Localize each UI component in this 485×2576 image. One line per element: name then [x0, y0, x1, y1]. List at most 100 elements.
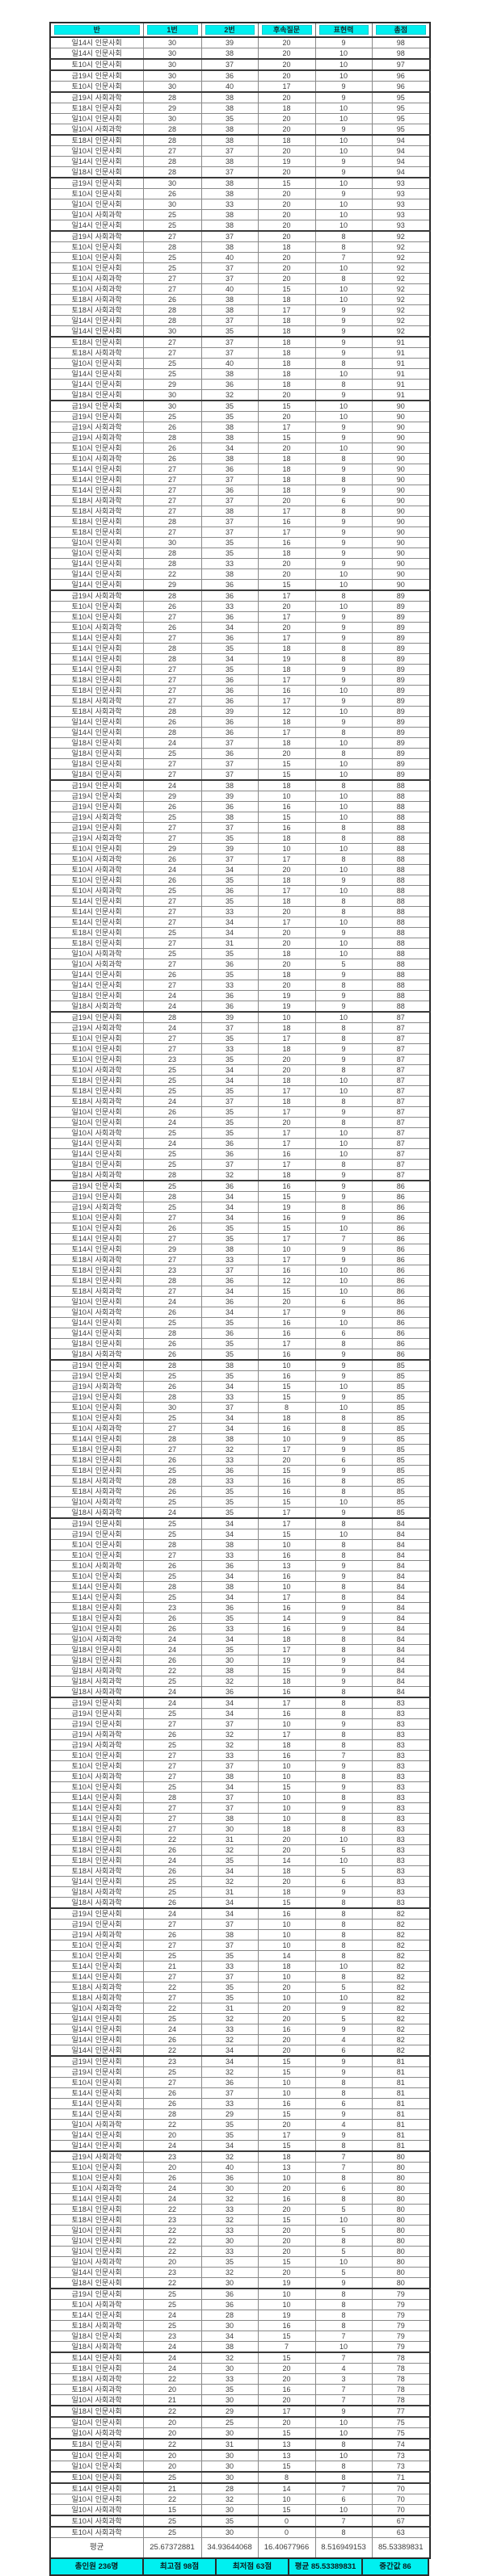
total-cell[interactable]: 92 [371, 294, 431, 305]
followup-cell[interactable]: 0 [257, 2526, 316, 2538]
expression-cell[interactable]: 10 [314, 1011, 373, 1023]
score1-cell[interactable]: 26 [142, 1349, 202, 1361]
score1-cell[interactable]: 30 [142, 389, 202, 401]
score2-cell[interactable]: 38 [200, 124, 259, 136]
expression-cell[interactable]: 9 [314, 2277, 373, 2289]
total-cell[interactable]: 87 [371, 1075, 431, 1086]
expression-cell[interactable]: 10 [314, 1075, 373, 1086]
score1-cell[interactable]: 28 [142, 241, 202, 253]
followup-cell[interactable]: 17 [257, 727, 316, 738]
score2-cell[interactable]: 33 [200, 2246, 259, 2257]
followup-cell[interactable]: 20 [257, 36, 316, 48]
followup-cell[interactable]: 16 [257, 516, 316, 527]
class-cell[interactable]: 일10시 사회과학 [49, 1127, 144, 1139]
total-cell[interactable]: 81 [371, 2129, 431, 2141]
score2-cell[interactable]: 36 [200, 990, 259, 1001]
expression-cell[interactable]: 8 [314, 1950, 373, 1961]
class-cell[interactable]: 토14시 인문사회 [49, 2087, 144, 2099]
score1-cell[interactable]: 26 [142, 875, 202, 886]
followup-cell[interactable]: 16 [257, 1148, 316, 1160]
score1-cell[interactable]: 27 [142, 506, 202, 517]
class-cell[interactable]: 토10시 인문사회 [49, 1054, 144, 1065]
total-cell[interactable]: 85 [371, 1381, 431, 1392]
class-cell[interactable]: 금19시 사회과학 [49, 812, 144, 823]
score1-cell[interactable]: 25 [142, 2299, 202, 2310]
score2-cell[interactable]: 35 [200, 2119, 259, 2130]
score2-cell[interactable]: 30 [200, 2526, 259, 2538]
expression-cell[interactable]: 10 [314, 145, 373, 157]
class-cell[interactable]: 토18시 인문사회 [49, 516, 144, 527]
class-cell[interactable]: 토14시 인문사회 [49, 906, 144, 917]
followup-cell[interactable]: 16 [257, 2320, 316, 2331]
score2-cell[interactable]: 35 [200, 2129, 259, 2141]
followup-cell[interactable]: 10 [257, 1813, 316, 1824]
expression-cell[interactable]: 9 [314, 969, 373, 980]
class-cell[interactable]: 일18시 인문사회 [49, 737, 144, 749]
score1-cell[interactable]: 27 [142, 336, 202, 348]
followup-cell[interactable]: 20 [257, 1117, 316, 1128]
total-cell[interactable]: 94 [371, 156, 431, 167]
class-cell[interactable]: 일14시 인문사회 [49, 325, 144, 338]
followup-cell[interactable]: 10 [257, 1359, 316, 1371]
total-cell[interactable]: 87 [371, 1127, 431, 1139]
expression-cell[interactable]: 10 [314, 199, 373, 210]
followup-cell[interactable]: 20 [257, 1054, 316, 1065]
total-cell[interactable]: 88 [371, 885, 431, 896]
score2-cell[interactable]: 36 [200, 1296, 259, 1307]
total-cell[interactable]: 92 [371, 315, 431, 326]
score1-cell[interactable]: 28 [142, 134, 202, 146]
score1-cell[interactable]: 30 [142, 48, 202, 60]
score1-cell[interactable]: 27 [142, 906, 202, 917]
score2-cell[interactable]: 30 [200, 2449, 259, 2461]
summary-total-count[interactable]: 총인원 236명 [51, 2559, 144, 2574]
class-cell[interactable]: 일14시 인문사회 [49, 969, 144, 980]
score1-cell[interactable]: 26 [142, 1729, 202, 1740]
followup-cell[interactable]: 16 [257, 2193, 316, 2205]
score1-cell[interactable]: 27 [142, 685, 202, 696]
class-cell[interactable]: 일18시 사회과학 [49, 1676, 144, 1687]
class-cell[interactable]: 토18시 사회과학 [49, 1475, 144, 1487]
class-cell[interactable]: 토10시 인문사회 [49, 1760, 144, 1772]
followup-cell[interactable]: 18 [257, 453, 316, 464]
score2-cell[interactable]: 33 [200, 1454, 259, 1466]
class-cell[interactable]: 토18시 인문사회 [49, 1823, 144, 1835]
average-label-cell[interactable]: 평균 [49, 2537, 144, 2559]
followup-cell[interactable]: 17 [257, 917, 316, 928]
score1-cell[interactable]: 27 [142, 464, 202, 475]
followup-cell[interactable]: 20 [257, 145, 316, 157]
expression-cell[interactable]: 10 [314, 791, 373, 802]
expression-cell[interactable]: 9 [314, 527, 373, 538]
score1-cell[interactable]: 25 [142, 1886, 202, 1898]
followup-cell[interactable]: 15 [257, 1665, 316, 1676]
score1-cell[interactable]: 25 [142, 948, 202, 959]
expression-cell[interactable]: 9 [314, 2108, 373, 2120]
score2-cell[interactable]: 38 [200, 779, 259, 791]
expression-cell[interactable]: 9 [314, 1623, 373, 1634]
total-cell[interactable]: 83 [371, 1781, 431, 1793]
total-cell[interactable]: 88 [371, 959, 431, 970]
total-cell[interactable]: 89 [371, 758, 431, 770]
total-cell[interactable]: 87 [371, 1022, 431, 1034]
followup-cell[interactable]: 19 [257, 156, 316, 167]
followup-cell[interactable]: 16 [257, 2384, 316, 2395]
score1-cell[interactable]: 24 [142, 864, 202, 875]
total-cell[interactable]: 83 [371, 1760, 431, 1772]
expression-cell[interactable]: 9 [314, 1613, 373, 1624]
score1-cell[interactable]: 27 [142, 1033, 202, 1044]
score2-cell[interactable]: 37 [200, 315, 259, 326]
score1-cell[interactable]: 20 [142, 2449, 202, 2461]
expression-cell[interactable]: 8 [314, 1423, 373, 1434]
expression-cell[interactable]: 8 [314, 1581, 373, 1592]
score2-cell[interactable]: 31 [200, 1886, 259, 1898]
score2-cell[interactable]: 39 [200, 36, 259, 48]
score1-cell[interactable]: 20 [142, 2162, 202, 2173]
score1-cell[interactable]: 28 [142, 1581, 202, 1592]
total-cell[interactable]: 77 [371, 2405, 431, 2418]
class-cell[interactable]: 일18시 사회과학 [49, 1897, 144, 1909]
class-cell[interactable]: 토18시 인문사회 [49, 1444, 144, 1455]
score2-cell[interactable]: 34 [200, 2045, 259, 2057]
score1-cell[interactable]: 28 [142, 1433, 202, 1445]
class-cell[interactable]: 토14시 인문사회 [49, 2352, 144, 2364]
score1-cell[interactable]: 30 [142, 177, 202, 189]
score1-cell[interactable]: 26 [142, 294, 202, 305]
